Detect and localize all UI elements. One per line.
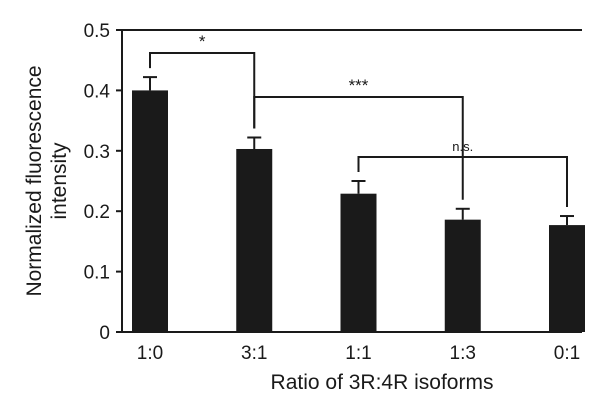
x-tick-label: 1:1 <box>345 343 371 364</box>
x-tick-label: 3:1 <box>241 343 267 364</box>
bar <box>340 193 377 332</box>
bar <box>236 148 273 332</box>
significance-bracket <box>357 156 568 208</box>
bar <box>549 225 585 332</box>
y-axis-title: Normalized fluorescence <box>23 65 46 296</box>
x-axis-title: Ratio of 3R:4R isoforms <box>271 371 494 394</box>
y-tick-label: 0.2 <box>84 202 110 223</box>
significance-label: * <box>199 32 206 51</box>
significance-label: n.s. <box>452 139 473 154</box>
bar <box>444 219 481 332</box>
bar <box>132 90 168 333</box>
x-tick-label: 1:3 <box>450 343 476 364</box>
y-tick-label: 0.3 <box>84 142 110 163</box>
significance-bracket <box>149 52 256 129</box>
y-tick-label: 0.4 <box>84 81 111 102</box>
y-tick-label: 0.1 <box>84 263 110 284</box>
significance-bracket <box>253 96 464 200</box>
x-tick-label: 1:0 <box>137 343 163 364</box>
y-axis-title: intensity <box>48 142 71 220</box>
y-tick-label: 0.5 <box>84 21 110 42</box>
x-tick-label: 0:1 <box>554 343 580 364</box>
significance-label: *** <box>349 76 369 95</box>
y-tick-label: 0 <box>99 323 110 344</box>
